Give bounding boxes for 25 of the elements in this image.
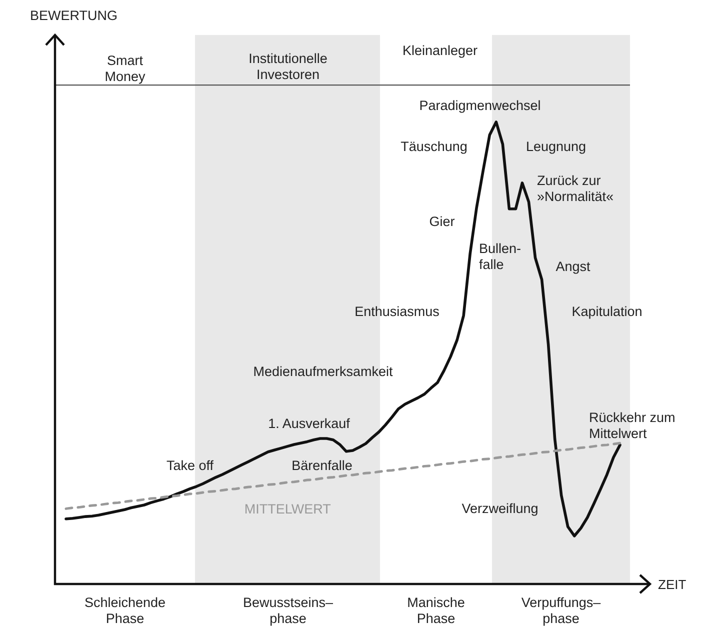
text: Bewusstseins– phase <box>242 594 334 626</box>
text: Schleichende Phase <box>84 594 166 626</box>
annotation: Bärenfalle <box>292 458 352 472</box>
text: BEWERTUNG <box>30 8 118 22</box>
annotation: Angst <box>556 258 591 274</box>
annotation: Verzweiflung <box>462 500 538 516</box>
text: Manische Phase <box>407 594 465 626</box>
text: Smart Money <box>104 52 146 84</box>
annotation: Take off <box>166 458 214 472</box>
annotation: Täuschung <box>400 138 468 154</box>
text: Paradigmenwechsel <box>419 98 541 112</box>
text: Verpuffungs– phase <box>521 594 602 626</box>
annotation: Gier <box>429 214 456 228</box>
annotation: Zurück zur »Normalität« <box>537 172 614 204</box>
annotation: Rückkehr zum Mittelwert <box>589 410 676 440</box>
annotation: Medienaufmerksamkeit <box>253 364 394 378</box>
annotation: Bullen- falle <box>479 240 522 272</box>
annotation: Leugnung <box>526 138 586 154</box>
annotation: 1. Ausverkauf <box>268 416 350 430</box>
x-axis-title: ZEIT <box>658 577 686 592</box>
text: Institutionelle Investoren <box>248 50 328 82</box>
annotation: Kapitulation <box>572 304 642 318</box>
text: Kleinanleger <box>402 42 478 58</box>
series-label: MITTELWERT <box>244 500 331 516</box>
annotation: Enthusiasmus <box>354 304 440 318</box>
